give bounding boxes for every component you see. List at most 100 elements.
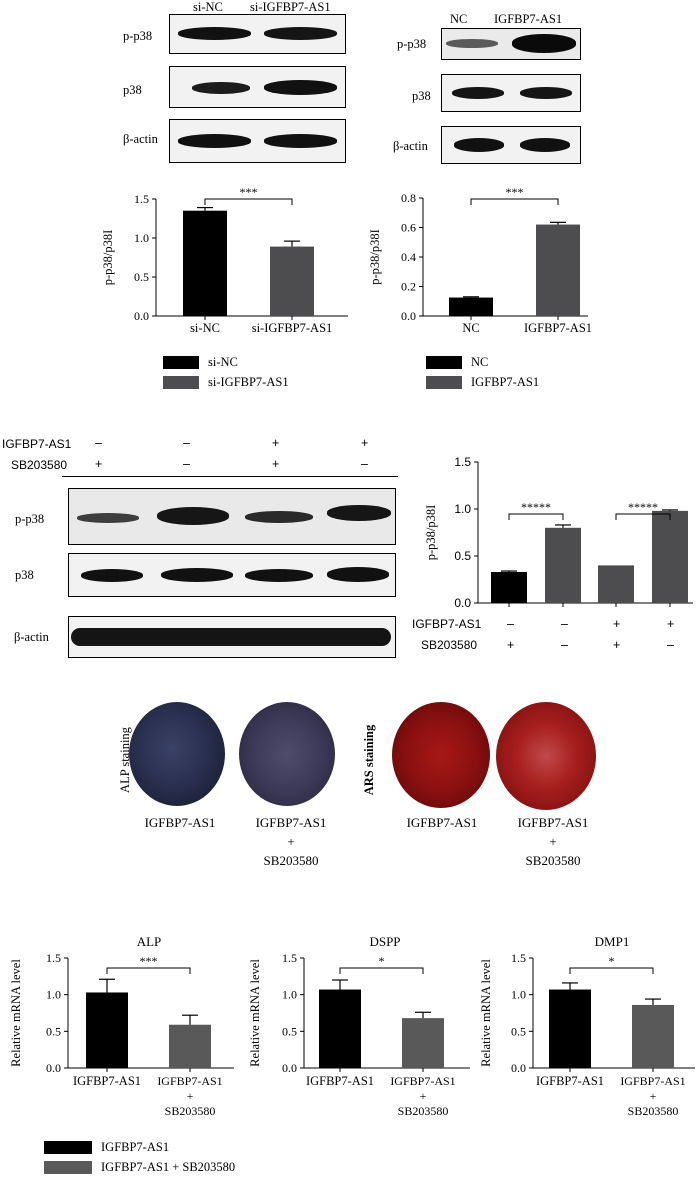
bar bbox=[270, 246, 314, 316]
ars-well-treated bbox=[496, 702, 596, 810]
legend-swatch bbox=[163, 376, 199, 389]
condition-value: – bbox=[183, 436, 190, 450]
x-tick-label: IGFBP7-AS1 bbox=[620, 1074, 685, 1088]
alp-well-control bbox=[129, 702, 225, 806]
bar bbox=[536, 224, 580, 316]
x-tick-label: IGFBP7-AS1 bbox=[536, 1074, 604, 1088]
blot-strip bbox=[68, 616, 396, 658]
y-tick-label: 0.0 bbox=[511, 1061, 526, 1075]
condition-value: – bbox=[361, 457, 368, 471]
legend-swatch bbox=[426, 356, 462, 369]
blot-strip bbox=[68, 553, 396, 597]
row-label: β-actin bbox=[14, 630, 49, 644]
bar bbox=[183, 210, 227, 316]
y-tick-label: 1.5 bbox=[282, 951, 297, 965]
bar bbox=[549, 989, 591, 1068]
x-tick-label: SB203580 bbox=[628, 1104, 679, 1118]
bar bbox=[632, 1004, 674, 1068]
y-tick-label: 0.0 bbox=[454, 596, 471, 610]
blot-strip bbox=[169, 14, 346, 54]
condition-value: + bbox=[361, 436, 369, 450]
y-tick-label: 0.2 bbox=[401, 280, 416, 294]
bar bbox=[491, 571, 527, 603]
x-tick-label: SB203580 bbox=[398, 1104, 449, 1118]
legend-swatch bbox=[44, 1161, 92, 1174]
row-label: p-p38 bbox=[15, 512, 45, 526]
legend-swatch bbox=[44, 1141, 92, 1154]
condition-value: – bbox=[507, 617, 514, 631]
col-label: NC bbox=[450, 12, 468, 26]
y-tick-label: 0.5 bbox=[134, 270, 149, 284]
stain-caption: IGFBP7-AS1 bbox=[517, 815, 589, 830]
stain-caption: + bbox=[287, 834, 295, 849]
blot-strip bbox=[441, 28, 581, 60]
ars-well-control bbox=[392, 702, 490, 808]
x-tick-label: si-NC bbox=[190, 321, 220, 335]
col-label: si-NC bbox=[193, 0, 223, 14]
y-tick-label: 0.5 bbox=[454, 549, 471, 563]
bar bbox=[169, 1024, 211, 1068]
y-axis-title: Relative mRNA level bbox=[9, 959, 23, 1067]
y-tick-label: 0.0 bbox=[401, 309, 416, 323]
bar bbox=[86, 992, 128, 1068]
legend-label: NC bbox=[471, 355, 489, 369]
stain-caption: SB203580 bbox=[263, 853, 319, 868]
bar bbox=[449, 297, 493, 316]
y-tick-label: 1.5 bbox=[454, 455, 471, 469]
row-label: p-p38 bbox=[397, 37, 427, 51]
condition-value: – bbox=[183, 457, 190, 471]
stain-caption: SB203580 bbox=[525, 853, 581, 868]
significance-label: * bbox=[609, 954, 615, 968]
condition-value: – bbox=[561, 617, 568, 631]
condition-value: – bbox=[95, 436, 102, 450]
blot-strip bbox=[441, 74, 581, 112]
legend-label: IGFBP7-AS1 + SB203580 bbox=[101, 1160, 236, 1174]
chart-title: DMP1 bbox=[595, 934, 630, 949]
legend-label: IGFBP7-AS1 bbox=[101, 1140, 170, 1154]
y-tick-label: 1.5 bbox=[46, 951, 61, 965]
condition-value: + bbox=[507, 638, 515, 652]
legend-label: IGFBP7-AS1 bbox=[471, 375, 540, 389]
ars-staining-label: ARS staining bbox=[362, 724, 376, 796]
x-tick-label: IGFBP7-AS1 bbox=[390, 1074, 455, 1088]
x-tick-label: IGFBP7-AS1 bbox=[157, 1074, 222, 1088]
stain-caption: IGFBP7-AS1 bbox=[406, 815, 478, 830]
blot-strip bbox=[68, 488, 396, 545]
significance-bracket bbox=[339, 967, 424, 974]
x-tick-label: SB203580 bbox=[165, 1104, 216, 1118]
bar bbox=[402, 1018, 444, 1068]
blot-strip bbox=[169, 66, 346, 108]
significance-bracket bbox=[106, 967, 191, 974]
y-tick-label: 0.5 bbox=[511, 1024, 526, 1038]
significance-label: *** bbox=[140, 954, 158, 968]
condition-label: IGFBP7-AS1 bbox=[412, 617, 482, 631]
row-label: p38 bbox=[15, 568, 34, 582]
legend-label: si-NC bbox=[208, 355, 238, 369]
bar bbox=[598, 565, 634, 603]
condition-value: + bbox=[95, 457, 103, 471]
y-tick-label: 1.5 bbox=[511, 951, 526, 965]
legend-label: si-IGFBP7-AS1 bbox=[208, 375, 289, 389]
chart-title: ALP bbox=[137, 934, 162, 949]
stain-caption: IGFBP7-AS1 bbox=[255, 815, 327, 830]
condition-value: – bbox=[561, 638, 568, 652]
divider-line bbox=[62, 476, 398, 477]
y-tick-label: 1.0 bbox=[454, 502, 471, 516]
blot-strip bbox=[169, 119, 346, 163]
y-axis-title: p-p38/p38I bbox=[424, 505, 438, 561]
y-axis-title: p-p38/p38I bbox=[368, 229, 382, 285]
y-tick-label: 1.0 bbox=[511, 988, 526, 1002]
y-axis-title: Relative mRNA level bbox=[479, 959, 493, 1067]
condition-value: + bbox=[272, 457, 280, 471]
y-tick-label: 1.0 bbox=[134, 231, 149, 245]
y-tick-label: 1.0 bbox=[282, 988, 297, 1002]
condition-value: + bbox=[613, 617, 621, 631]
x-tick-label: IGFBP7-AS1 bbox=[524, 321, 592, 335]
col-label: IGFBP7-AS1 bbox=[494, 12, 563, 26]
significance-bracket bbox=[470, 198, 559, 205]
condition-label: IGFBP7-AS1 bbox=[2, 437, 72, 451]
y-tick-label: 1.5 bbox=[134, 192, 149, 206]
col-label: si-IGFBP7-AS1 bbox=[250, 0, 331, 14]
y-tick-label: 0.0 bbox=[134, 309, 149, 323]
